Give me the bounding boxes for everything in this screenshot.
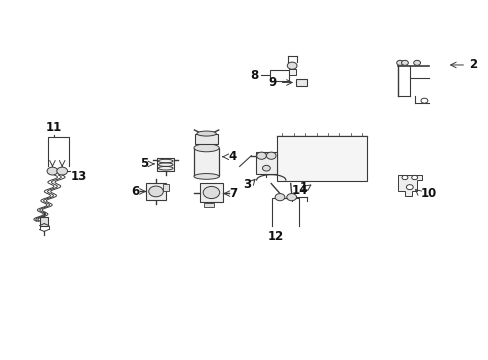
Bar — [157, 158, 174, 171]
Text: 2: 2 — [468, 58, 477, 72]
Bar — [40, 217, 48, 226]
Circle shape — [275, 194, 285, 201]
Circle shape — [411, 175, 417, 180]
Text: 11: 11 — [46, 121, 62, 134]
Circle shape — [266, 152, 276, 159]
Circle shape — [57, 167, 67, 175]
Text: 7: 7 — [228, 187, 237, 200]
Circle shape — [256, 152, 266, 159]
Circle shape — [262, 165, 270, 171]
Circle shape — [47, 167, 58, 175]
Circle shape — [287, 62, 296, 69]
Circle shape — [148, 186, 163, 197]
Ellipse shape — [194, 144, 219, 152]
Bar — [195, 134, 218, 144]
Text: 9: 9 — [268, 76, 277, 89]
Text: 4: 4 — [227, 150, 236, 163]
Bar — [295, 79, 306, 86]
Bar — [194, 148, 219, 176]
Circle shape — [401, 60, 407, 65]
Circle shape — [413, 60, 420, 65]
Bar — [200, 183, 223, 202]
Text: 14: 14 — [291, 184, 307, 197]
Polygon shape — [397, 175, 421, 196]
Text: 1: 1 — [299, 181, 307, 194]
Bar — [277, 136, 366, 181]
Circle shape — [396, 60, 403, 65]
Circle shape — [203, 186, 219, 199]
Circle shape — [420, 98, 427, 103]
Text: 10: 10 — [420, 187, 436, 200]
Bar — [269, 69, 288, 81]
Bar — [256, 152, 276, 174]
Bar — [203, 203, 214, 207]
Bar — [288, 69, 295, 75]
Bar — [146, 183, 165, 200]
Ellipse shape — [197, 131, 216, 136]
Text: 5: 5 — [140, 157, 148, 170]
Circle shape — [401, 175, 407, 180]
Text: 12: 12 — [267, 230, 283, 243]
Text: 6: 6 — [131, 185, 139, 198]
Circle shape — [406, 185, 412, 190]
Text: 8: 8 — [249, 69, 258, 82]
Text: 3: 3 — [243, 178, 251, 191]
Text: 13: 13 — [71, 170, 87, 183]
Ellipse shape — [194, 174, 219, 179]
Circle shape — [286, 194, 296, 201]
Bar — [163, 184, 168, 192]
